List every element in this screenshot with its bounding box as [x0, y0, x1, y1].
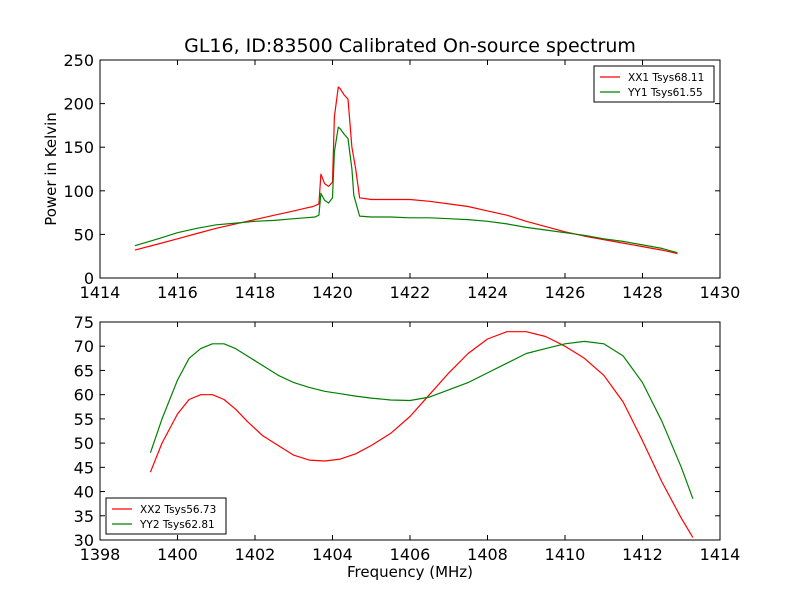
legend-label: XX2 Tsys56.73	[140, 504, 216, 516]
x-tick-label: 1418	[235, 283, 276, 302]
y-tick-label: 55	[74, 410, 94, 429]
series-line-2	[134, 126, 678, 254]
y-tick-label: 150	[63, 138, 94, 157]
y-tick-label: 75	[74, 313, 94, 332]
y-tick-label: 45	[74, 458, 94, 477]
x-tick-label: 1410	[545, 545, 586, 564]
y-tick-label: 50	[74, 434, 94, 453]
x-tick-label: 1414	[80, 283, 121, 302]
top-y-axis-label: Power in Kelvin	[42, 112, 60, 226]
legend-box	[105, 497, 227, 535]
y-tick-label: 100	[63, 182, 94, 201]
y-tick-label: 250	[63, 51, 94, 70]
legend-label: XX1 Tsys68.11	[628, 72, 704, 84]
x-tick-label: 1430	[700, 283, 741, 302]
x-tick-label: 1424	[467, 283, 508, 302]
series-line-2	[149, 340, 694, 500]
bottom-x-axis-label: Frequency (MHz)	[347, 563, 473, 581]
top-plot: Power in Kelvin 1414 1416 1418 1420 1422 1424…	[42, 51, 740, 302]
x-tick-label: 1414	[700, 545, 741, 564]
y-tick-label: 50	[74, 225, 94, 244]
y-tick-label: 30	[74, 531, 94, 550]
x-tick-label: 1412	[622, 545, 663, 564]
x-tick-label: 1416	[157, 283, 198, 302]
legend-box	[593, 65, 715, 103]
bottom-plot: Frequency (MHz) 1398 1400 1402 1404 1406 1408…	[74, 313, 741, 581]
y-tick-label: 40	[74, 483, 94, 502]
figure-title: GL16, ID:83500 Calibrated On-source spec…	[184, 35, 636, 57]
x-tick-label: 1398	[80, 545, 121, 564]
x-tick-label: 1428	[622, 283, 663, 302]
series-line-1	[134, 86, 678, 255]
y-tick-label: 35	[74, 507, 94, 526]
y-tick-label: 70	[74, 337, 94, 356]
x-tick-label: 1426	[545, 283, 586, 302]
y-tick-label: 65	[74, 361, 94, 380]
x-tick-label: 1406	[390, 545, 431, 564]
x-tick-label: 1404	[312, 545, 353, 564]
y-tick-label: 60	[74, 386, 94, 405]
x-tick-label: 1422	[390, 283, 431, 302]
legend: XX1 Tsys68.11 YY1 Tsys61.55	[593, 65, 715, 103]
x-tick-label: 1420	[312, 283, 353, 302]
x-tick-label: 1408	[467, 545, 508, 564]
y-tick-label: 0	[84, 269, 94, 288]
x-tick-label: 1400	[157, 545, 198, 564]
y-tick-label: 200	[63, 95, 94, 114]
legend-label: YY1 Tsys61.55	[627, 87, 703, 99]
series-line-1	[149, 331, 694, 538]
x-tick-label: 1402	[235, 545, 276, 564]
legend-label: YY2 Tsys62.81	[139, 519, 215, 531]
legend: XX2 Tsys56.73 YY2 Tsys62.81	[105, 497, 227, 535]
